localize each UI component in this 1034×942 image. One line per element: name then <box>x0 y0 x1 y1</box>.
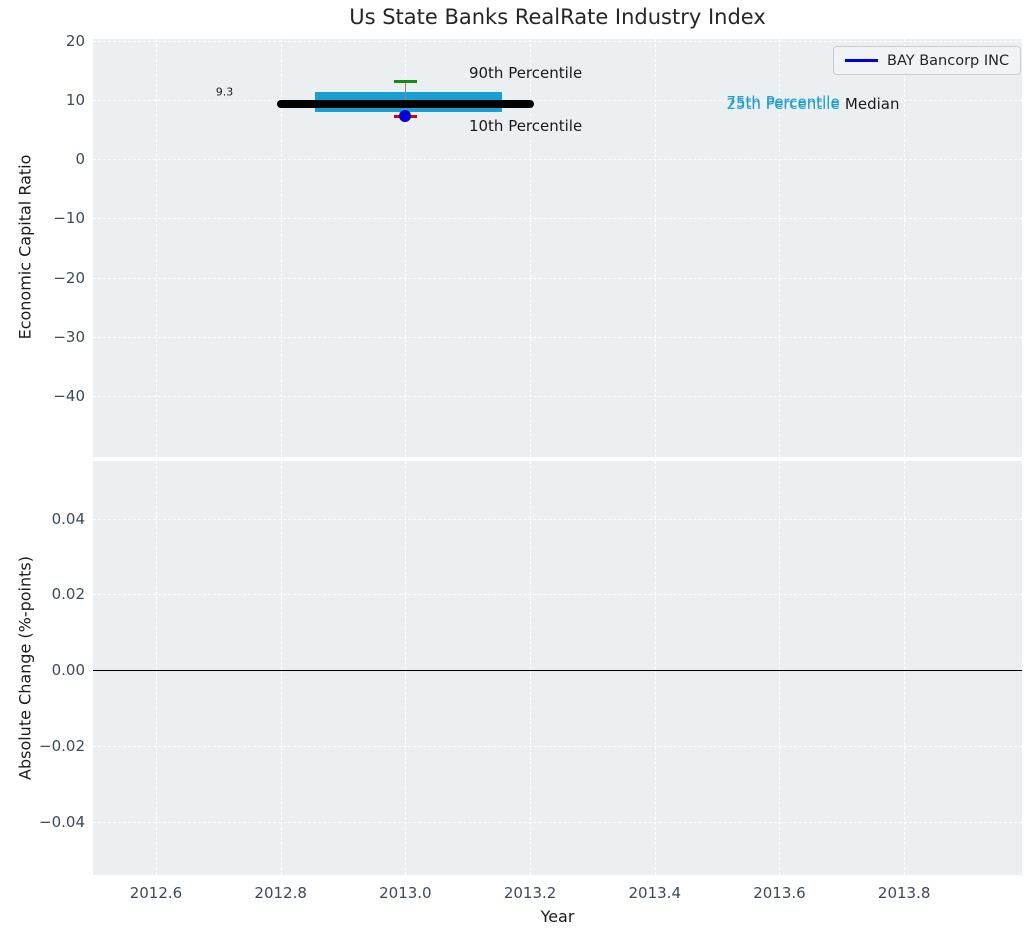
y-axis-label-bottom: Absolute Change (%-points) <box>15 556 35 780</box>
annotation-label: 90th Percentile <box>468 64 583 83</box>
y-tick-label: 0 <box>75 150 85 169</box>
x-tick-label: 2013.2 <box>503 884 557 902</box>
annotation-label: 75th Percentile <box>726 92 840 111</box>
x-tick-label: 2013.4 <box>628 884 682 902</box>
gridline <box>155 39 157 457</box>
y-tick-label: −30 <box>53 327 85 346</box>
gridline <box>93 99 1022 101</box>
gridline <box>93 218 1022 220</box>
y-tick-label: 0.00 <box>51 661 85 680</box>
top-plot-area <box>93 39 1022 457</box>
gridline <box>654 39 656 457</box>
gridline <box>93 277 1022 279</box>
x-axis-label: Year <box>540 907 575 926</box>
boxplot-p90-cap <box>394 80 417 84</box>
y-axis-label-top: Economic Capital Ratio <box>15 154 35 340</box>
gridline <box>93 159 1022 161</box>
y-tick-label: −40 <box>53 387 85 406</box>
gridline <box>280 39 282 457</box>
annotation-label: 9.3 <box>215 85 234 99</box>
gridline <box>405 461 407 875</box>
gridline <box>93 821 1022 823</box>
x-tick-label: 2012.8 <box>254 884 307 902</box>
legend-line-swatch <box>845 59 878 62</box>
x-tick-label: 2013.0 <box>379 884 432 902</box>
gridline <box>405 39 407 457</box>
gridline <box>779 461 781 875</box>
gridline <box>93 594 1022 596</box>
gridline <box>530 39 532 457</box>
gridline <box>93 40 1022 42</box>
legend: BAY Bancorp INC <box>833 46 1022 75</box>
gridline <box>280 461 282 875</box>
y-tick-label: 20 <box>65 31 85 50</box>
gridline <box>654 461 656 875</box>
gridline <box>779 39 781 457</box>
gridline <box>93 746 1022 748</box>
chart-title: Us State Banks RealRate Industry Index <box>349 5 766 29</box>
x-tick-label: 2013.8 <box>877 884 931 902</box>
y-tick-label: 0.04 <box>51 509 85 528</box>
x-tick-label: 2012.6 <box>129 884 183 902</box>
annotation-label: 25th Percentile <box>726 95 840 114</box>
company-data-point <box>399 109 412 122</box>
gridline <box>93 336 1022 338</box>
annotation-label: 10th Percentile <box>468 117 583 136</box>
gridline <box>530 461 532 875</box>
gridline <box>904 461 906 875</box>
y-tick-label: 0.02 <box>51 585 85 604</box>
annotation-label: Median <box>844 94 900 113</box>
y-tick-label: −10 <box>53 209 85 228</box>
legend-label: BAY Bancorp INC <box>887 52 1010 69</box>
y-tick-label: −0.02 <box>39 737 85 756</box>
y-tick-label: −0.04 <box>39 812 85 831</box>
gridline <box>904 39 906 457</box>
boxplot-median-line <box>276 100 535 109</box>
y-tick-label: 10 <box>65 90 85 109</box>
gridline <box>93 396 1022 398</box>
gridline <box>155 461 157 875</box>
y-tick-label: −20 <box>53 268 85 287</box>
boxplot-whisker <box>404 81 407 117</box>
zero-line <box>93 669 1022 672</box>
bottom-plot-area <box>93 461 1022 875</box>
gridline <box>93 518 1022 520</box>
x-tick-label: 2013.6 <box>753 884 806 902</box>
